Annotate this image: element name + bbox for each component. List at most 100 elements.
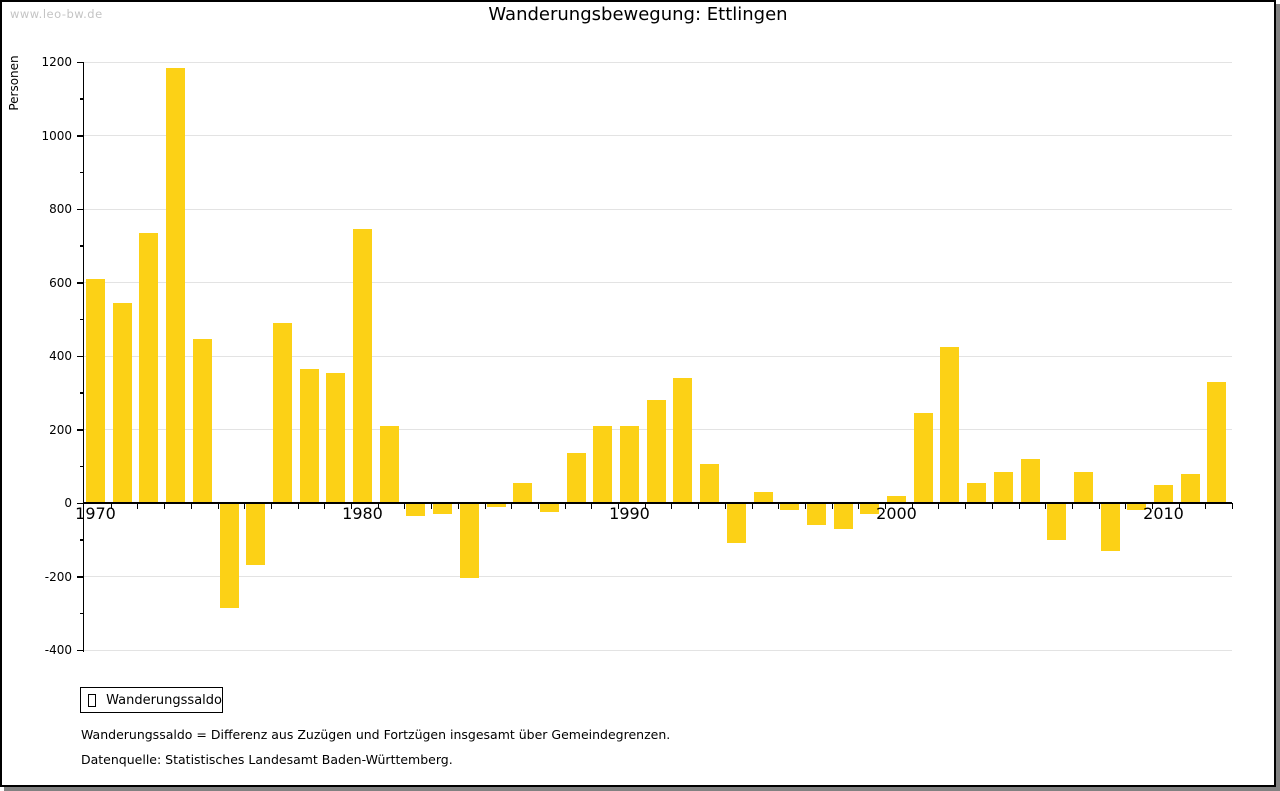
bar-1975 xyxy=(219,503,239,608)
y-minor-tick-1100 xyxy=(79,98,83,100)
bar-1973 xyxy=(166,67,186,503)
bar-2008 xyxy=(1100,503,1120,551)
legend-box: Wanderungssaldo xyxy=(80,687,223,713)
bar-2007 xyxy=(1073,471,1093,503)
bar-1989 xyxy=(593,425,613,503)
x-tick-42 xyxy=(1205,503,1207,509)
bar-1979 xyxy=(326,372,346,503)
x-tick-18 xyxy=(564,503,566,509)
bar-1970 xyxy=(86,278,105,503)
footnote-definition: Wanderungssaldo = Differenz aus Zuzügen … xyxy=(81,727,671,742)
y-minor-tick--100 xyxy=(79,539,83,541)
bar-2009 xyxy=(1127,503,1147,511)
bar-2002 xyxy=(940,346,960,503)
bar-1980 xyxy=(353,229,372,503)
bar-2001 xyxy=(913,412,933,503)
bar-1993 xyxy=(700,464,720,503)
bar-1985 xyxy=(486,503,506,507)
x-tick-6 xyxy=(244,503,246,509)
bar-1994 xyxy=(726,503,746,544)
y-tick-label-0: 0 xyxy=(64,496,72,510)
bar-1982 xyxy=(406,503,426,516)
y-major-tick--400 xyxy=(76,649,83,651)
x-tick-26 xyxy=(778,503,780,509)
bar-2005 xyxy=(1020,458,1040,503)
x-tick-38 xyxy=(1098,503,1100,509)
bar-1996 xyxy=(780,503,800,511)
gridline-600 xyxy=(84,282,1233,283)
bar-1998 xyxy=(833,503,853,529)
y-major-tick-1000 xyxy=(76,135,83,137)
legend-swatch-icon xyxy=(88,693,97,707)
y-minor-tick-100 xyxy=(79,465,83,468)
bar-2000 xyxy=(887,495,906,503)
gridline-1200 xyxy=(84,61,1233,63)
bar-1983 xyxy=(433,503,453,515)
y-minor-tick--300 xyxy=(79,612,83,615)
gridline--200 xyxy=(84,576,1233,577)
chart-title: Wanderungsbewegung: Ettlingen xyxy=(488,4,788,25)
x-tick-15 xyxy=(484,503,486,509)
y-tick-label-1200: 1200 xyxy=(41,55,72,69)
bar-1974 xyxy=(192,339,212,503)
x-axis-zero-line xyxy=(84,502,1233,504)
x-tick-34 xyxy=(991,503,993,509)
bar-1990 xyxy=(620,425,639,503)
gridline-1000 xyxy=(84,135,1233,136)
y-tick-label-800: 800 xyxy=(49,202,72,216)
x-tick-36 xyxy=(1045,503,1047,509)
x-tick-7 xyxy=(270,503,272,509)
x-tick-24 xyxy=(724,503,726,509)
y-tick-label--200: -200 xyxy=(44,569,72,584)
bar-1981 xyxy=(379,425,399,503)
gridline-800 xyxy=(84,208,1233,210)
bar-2004 xyxy=(993,471,1013,503)
x-tick-33 xyxy=(965,503,967,509)
y-tick-label-200: 200 xyxy=(49,422,72,437)
y-major-tick-0 xyxy=(76,502,83,504)
x-tick-25 xyxy=(751,503,753,509)
y-tick-label-600: 600 xyxy=(49,275,72,290)
x-tick-14 xyxy=(457,503,459,509)
bar-1991 xyxy=(646,400,666,503)
x-tick-11 xyxy=(377,503,379,509)
x-tick-2 xyxy=(137,503,139,509)
y-tick-label--400: -400 xyxy=(44,643,72,657)
x-tick-30 xyxy=(885,503,886,509)
x-tick-label-2010: 2010 xyxy=(1143,504,1184,523)
bar-1995 xyxy=(753,491,773,503)
y-major-tick-200 xyxy=(76,429,83,431)
x-tick-12 xyxy=(404,503,406,509)
footnote-source: Datenquelle: Statistisches Landesamt Bad… xyxy=(81,752,453,767)
bar-1992 xyxy=(673,378,693,503)
x-tick-28 xyxy=(831,503,833,509)
watermark: www.leo-bw.de xyxy=(10,7,103,21)
x-tick-5 xyxy=(217,503,219,509)
x-tick-43 xyxy=(1232,503,1234,509)
bar-1988 xyxy=(566,453,586,503)
bar-1987 xyxy=(539,503,559,513)
x-tick-label-1990: 1990 xyxy=(609,504,650,523)
bar-1976 xyxy=(246,503,266,566)
x-tick-9 xyxy=(324,503,326,509)
x-tick-label-1970: 1970 xyxy=(75,504,116,523)
x-tick-35 xyxy=(1018,503,1020,509)
bar-1971 xyxy=(112,302,132,503)
y-major-tick-1200 xyxy=(76,61,83,63)
x-tick-1 xyxy=(110,503,112,509)
y-axis-line xyxy=(82,62,84,652)
x-tick-40 xyxy=(1152,503,1153,509)
frame-shadow-right xyxy=(1276,4,1280,791)
x-tick-21 xyxy=(644,503,646,509)
gridline--400 xyxy=(84,649,1233,651)
x-tick-39 xyxy=(1125,503,1127,509)
bar-1972 xyxy=(139,232,159,503)
bar-2011 xyxy=(1180,473,1200,503)
x-tick-23 xyxy=(698,503,700,509)
y-tick-label-400: 400 xyxy=(49,349,72,363)
bar-1978 xyxy=(299,368,319,503)
y-minor-tick-900 xyxy=(79,171,83,174)
x-tick-41 xyxy=(1178,503,1180,509)
y-minor-tick-300 xyxy=(79,392,83,394)
